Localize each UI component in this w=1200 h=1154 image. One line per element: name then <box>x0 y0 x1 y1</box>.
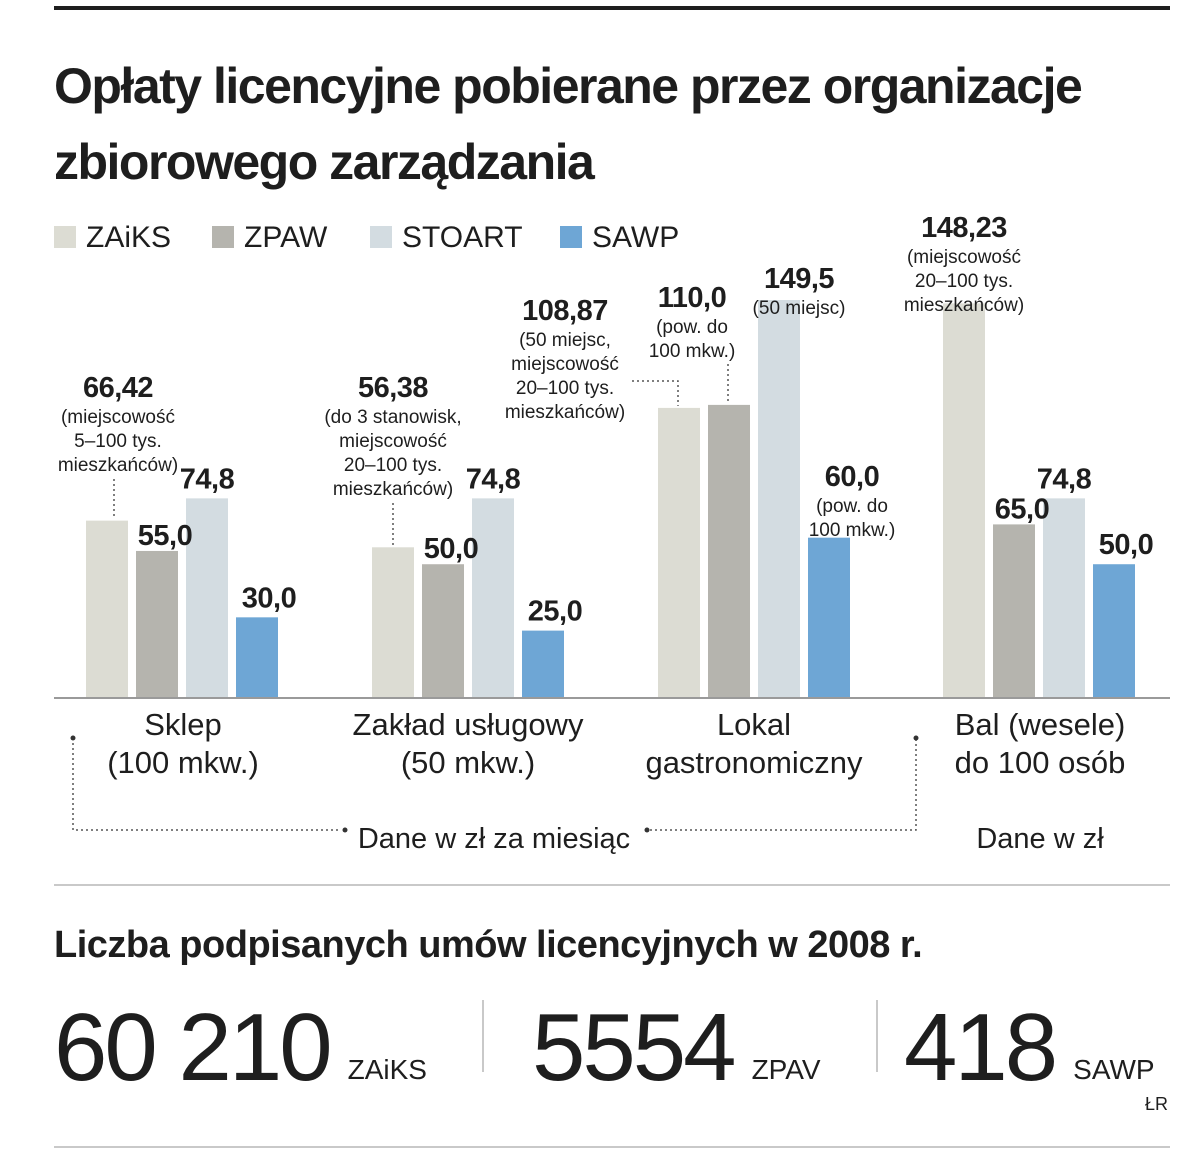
value-label: 65,0 <box>995 493 1049 525</box>
unit-bracket-left <box>72 738 340 831</box>
bar-zpaw <box>708 404 750 697</box>
bar-sawp <box>236 617 278 697</box>
bar-zaiks <box>658 407 700 697</box>
contract-count: 5554 <box>532 994 737 1101</box>
bar-stoart <box>186 498 228 697</box>
bar-zpaw <box>993 524 1035 697</box>
contract-stat-zaiks: 60 210 ZAiKS <box>54 986 427 1096</box>
category-label: (100 mkw.) <box>107 745 259 780</box>
bar-zaiks <box>86 520 128 697</box>
value-label: 50,0 <box>424 533 478 565</box>
value-label: 30,0 <box>242 582 296 614</box>
value-note-line: (miejscowość <box>61 407 175 428</box>
value-note-line: mieszkańców) <box>333 479 453 500</box>
separator-bottom <box>54 1146 1170 1148</box>
value-note-line: mieszkańców) <box>904 295 1024 316</box>
bar-zpaw <box>422 564 464 697</box>
value-label: 74,8 <box>180 463 235 495</box>
value-label: 60,0 <box>825 461 879 493</box>
legend-swatch-zpaw <box>212 226 234 248</box>
bar-zaiks <box>943 303 985 697</box>
category-label: Bal (wesele) <box>955 707 1126 742</box>
legend-label-sawp: SAWP <box>592 221 679 254</box>
legend-label-zaiks: ZAiKS <box>86 221 171 254</box>
contract-org: ZAiKS <box>347 1054 427 1085</box>
bracket-dot <box>342 827 348 833</box>
value-label: 66,42 <box>83 372 153 404</box>
value-label: 25,0 <box>528 596 582 628</box>
value-label: 149,5 <box>764 263 834 295</box>
value-note-line: 100 mkw.) <box>649 341 736 362</box>
bar-zaiks <box>372 547 414 697</box>
contract-org: ZPAV <box>751 1054 821 1085</box>
separator-middle <box>54 884 1170 886</box>
bracket-dot <box>913 735 919 741</box>
bar-zpaw <box>136 550 178 697</box>
category-label: Zakład usługowy <box>353 707 584 742</box>
legend-swatch-stoart <box>370 226 392 248</box>
top-rule <box>54 6 1170 10</box>
title-line-2: zbiorowego zarządzania <box>54 134 595 190</box>
value-note-line: 20–100 tys. <box>516 378 614 399</box>
value-note-line: (do 3 stanowisk, <box>324 407 461 428</box>
bar-stoart <box>472 498 514 697</box>
contract-stat-zpav: 5554 ZPAV <box>532 986 821 1096</box>
value-note-line: mieszkańców) <box>505 402 625 423</box>
contract-stat-sawp: 418 SAWP <box>904 986 1155 1096</box>
page-title: Opłaty licencyjne pobierane przez organi… <box>54 48 1184 200</box>
contract-org: SAWP <box>1073 1054 1155 1085</box>
unit-note-total: Dane w zł <box>976 823 1104 855</box>
title-line-1: Opłaty licencyjne pobierane przez organi… <box>54 58 1083 114</box>
legend-label-stoart: STOART <box>402 221 523 254</box>
value-note-line: (pow. do <box>656 317 728 338</box>
category-label: do 100 osób <box>955 745 1126 780</box>
value-note-line: 100 mkw.) <box>809 520 896 541</box>
value-label: 74,8 <box>466 463 521 495</box>
legend-swatch-zaiks <box>54 226 76 248</box>
value-note-line: (miejscowość <box>907 247 1021 268</box>
value-label: 74,8 <box>1037 463 1092 495</box>
value-note-line: 20–100 tys. <box>344 455 442 476</box>
unit-note-monthly: Dane w zł za miesiąc <box>358 823 630 855</box>
value-note-line: miejscowość <box>511 354 619 375</box>
value-label: 50,0 <box>1099 529 1153 561</box>
value-note-line: (50 miejsc, <box>519 330 611 351</box>
category-label: gastronomiczny <box>645 745 863 780</box>
value-note-line: (50 miejsc) <box>753 298 846 319</box>
bracket-dot <box>644 827 650 833</box>
bar-chart: ZAiKS ZPAW STOART SAWP 66,42 (miejscowość 5–10… <box>54 212 1170 855</box>
bar-sawp <box>522 630 564 697</box>
contracts-title: Liczba podpisanych umów licencyjnych w 2… <box>54 924 923 966</box>
stat-divider <box>876 1000 878 1072</box>
category-label: Sklep <box>144 707 222 742</box>
bar-stoart <box>1043 498 1085 697</box>
value-label: 108,87 <box>522 295 608 327</box>
value-label: 55,0 <box>138 520 192 552</box>
value-note-line: 5–100 tys. <box>74 431 162 452</box>
bracket-dot <box>70 735 76 741</box>
bar-sawp <box>1093 564 1135 697</box>
category-label: (50 mkw.) <box>401 745 535 780</box>
value-note-line: 20–100 tys. <box>915 271 1013 292</box>
contract-count: 60 210 <box>54 994 333 1101</box>
legend-swatch-sawp <box>560 226 582 248</box>
bar-sawp <box>808 537 850 697</box>
unit-bracket-right <box>650 738 917 831</box>
value-note-line: miejscowość <box>339 431 447 452</box>
x-axis-line <box>54 697 1170 699</box>
value-label: 110,0 <box>658 282 726 314</box>
stat-divider <box>482 1000 484 1072</box>
value-label: 148,23 <box>921 212 1007 244</box>
legend-label-zpaw: ZPAW <box>244 221 328 254</box>
value-note-line: mieszkańców) <box>58 455 178 476</box>
bar-stoart <box>758 300 800 697</box>
credit: ŁR <box>1144 1094 1168 1114</box>
contract-count: 418 <box>904 994 1058 1101</box>
category-label: Lokal <box>717 707 791 742</box>
value-note-line: (pow. do <box>816 496 888 517</box>
note-leader <box>632 380 679 406</box>
value-label: 56,38 <box>358 372 428 404</box>
